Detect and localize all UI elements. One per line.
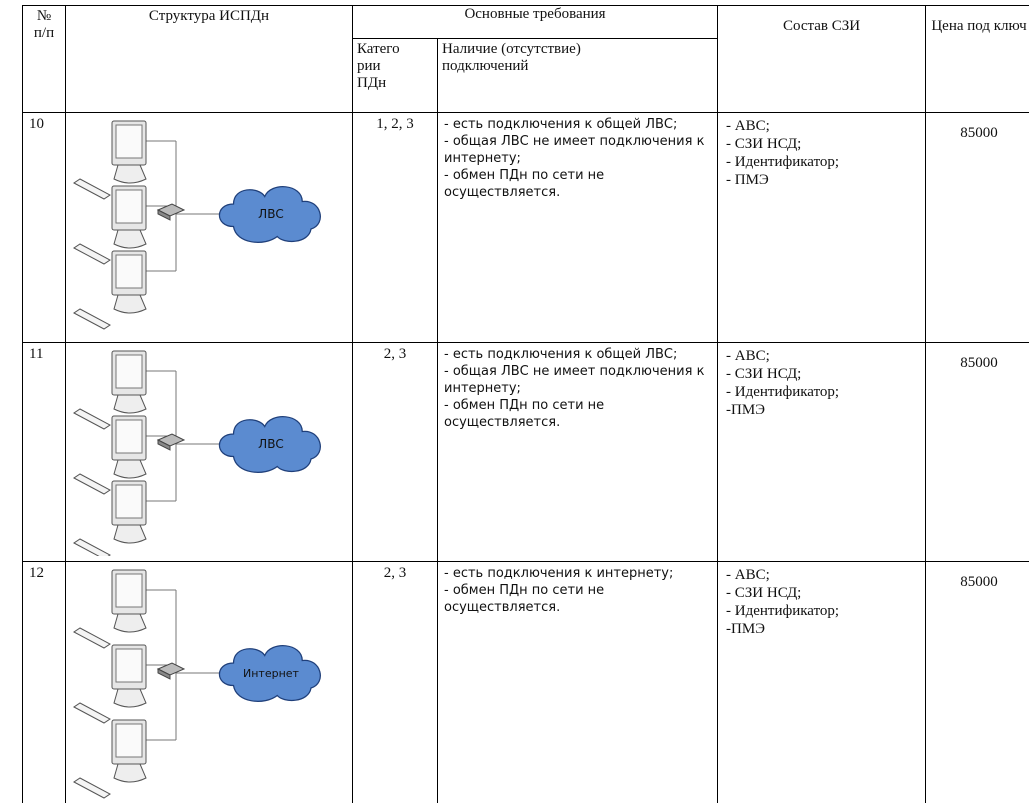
monitor-stand	[113, 763, 147, 783]
requirements-header: Основные требования	[351, 5, 719, 39]
szi-item: -ПМЭ	[726, 402, 766, 418]
szi-item: - ПМЭ	[726, 172, 769, 188]
cloud-label: ЛВС	[258, 207, 284, 221]
price-cell: 85000	[925, 561, 1029, 803]
categories-header: Катего рии ПДн	[352, 38, 438, 113]
szi-item: - Идентификатор;	[726, 154, 840, 170]
connection-item: - общая ЛВС не имеет подключения к интер…	[444, 134, 705, 166]
keyboard	[73, 178, 111, 200]
row-number: 12	[22, 561, 66, 803]
switch-side	[157, 668, 171, 680]
keyboard	[73, 408, 111, 430]
data-row: 11 ЛВС 2, 3- есть подключения к общей ЛВС;…	[22, 342, 1029, 562]
cloud	[218, 416, 321, 473]
connection-item: - есть подключения к общей ЛВС;	[444, 347, 678, 362]
screen	[115, 254, 143, 289]
categories-cell: 2, 3	[352, 342, 438, 562]
keyboard	[73, 702, 111, 724]
szi-item: - СЗИ НСД;	[726, 136, 802, 152]
screen	[115, 484, 143, 519]
monitor-stand	[113, 229, 147, 249]
connection-item: - есть подключения к общей ЛВС;	[444, 117, 678, 132]
connections-header: Наличие (отсутствие) подключений	[436, 38, 719, 113]
cloud	[218, 186, 321, 243]
connection-item: - обмен ПДн по сети не осуществляется.	[444, 583, 605, 615]
szi-cell: - АВС; - СЗИ НСД; - Идентификатор; -ПМЭ	[717, 342, 927, 562]
network-diagram: ЛВС	[73, 350, 321, 560]
switch-side	[157, 209, 171, 221]
keyboard	[73, 308, 111, 330]
structure-cell: ЛВС	[65, 342, 353, 562]
cloud-shape	[218, 186, 321, 243]
monitor-stand	[113, 524, 147, 544]
switch-side	[157, 439, 171, 451]
requirements-table: № п/п Структура ИСПДн Основные требовани…	[22, 5, 1029, 803]
szi-item: - АВС;	[726, 118, 770, 134]
structure-cell: Интернет	[65, 561, 353, 803]
screen	[115, 189, 143, 224]
header-line: №	[36, 8, 52, 24]
connection-item: - есть подключения к интернету;	[444, 566, 674, 581]
screen	[115, 124, 143, 159]
szi-item: - АВС;	[726, 567, 770, 583]
price-cell: 85000	[925, 342, 1029, 562]
connections-cell: - есть подключения к общей ЛВС; - общая Л…	[436, 342, 719, 562]
connection-item: - обмен ПДн по сети не осуществляется.	[444, 398, 605, 430]
monitor-stand	[113, 294, 147, 314]
szi-cell: - АВС; - СЗИ НСД; - Идентификатор; - ПМЭ	[717, 112, 927, 343]
cloud-shape	[218, 416, 321, 473]
keyboard	[73, 777, 111, 799]
cloud-shape	[218, 645, 321, 702]
data-row: 12 Интернет 2, 3- есть подключения к интер…	[22, 561, 1029, 803]
network-diagram: ЛВС	[73, 120, 321, 330]
structure-cell: ЛВС	[65, 112, 353, 343]
monitor-stand	[113, 459, 147, 479]
header-line: п/п	[33, 25, 55, 41]
szi-cell: - АВС; - СЗИ НСД; - Идентификатор; -ПМЭ	[717, 561, 927, 803]
row-number: 11	[22, 342, 66, 562]
connections-cell: - есть подключения к общей ЛВС; - общая Л…	[436, 112, 719, 343]
cloud-label: Интернет	[243, 667, 300, 680]
szi-item: -ПМЭ	[726, 621, 766, 637]
data-row: 10 ЛВС 1, 2, 3- есть подключения к общей Л…	[22, 112, 1029, 343]
keyboard	[73, 538, 111, 560]
header-line: рии	[357, 58, 381, 74]
price-cell: 85000	[925, 112, 1029, 343]
screen	[115, 648, 143, 683]
categories-cell: 1, 2, 3	[352, 112, 438, 343]
price-header: Цена под ключ	[925, 5, 1029, 113]
screen	[115, 419, 143, 454]
monitor-stand	[113, 164, 147, 184]
connections-cell: - есть подключения к интернету; - обмен П…	[436, 561, 719, 803]
keyboard	[73, 473, 111, 495]
szi-item: - АВС;	[726, 348, 770, 364]
connection-item: - обмен ПДн по сети не осуществляется.	[444, 168, 605, 200]
header-line: ПДн	[357, 75, 387, 91]
row-number: 10	[22, 112, 66, 343]
screen	[115, 354, 143, 389]
cloud-label: ЛВС	[258, 437, 284, 451]
connection-item: - общая ЛВС не имеет подключения к интер…	[444, 364, 705, 396]
szi-item: - СЗИ НСД;	[726, 366, 802, 382]
monitor-stand	[113, 613, 147, 633]
monitor-stand	[113, 394, 147, 414]
structure-header: Структура ИСПДн	[65, 5, 353, 113]
number-header: № п/п	[22, 5, 66, 113]
cloud	[218, 645, 321, 702]
screen	[115, 573, 143, 608]
szi-item: - СЗИ НСД;	[726, 585, 802, 601]
szi-item: - Идентификатор;	[726, 603, 840, 619]
screen	[115, 723, 143, 758]
network-diagram: Интернет	[73, 569, 321, 799]
monitor-stand	[113, 688, 147, 708]
header-line: Катего	[357, 41, 400, 57]
keyboard	[73, 627, 111, 649]
header-row: № п/п Структура ИСПДн Основные требовани…	[22, 5, 1029, 113]
categories-cell: 2, 3	[352, 561, 438, 803]
szi-item: - Идентификатор;	[726, 384, 840, 400]
szi-header: Состав СЗИ	[717, 5, 927, 113]
keyboard	[73, 243, 111, 265]
